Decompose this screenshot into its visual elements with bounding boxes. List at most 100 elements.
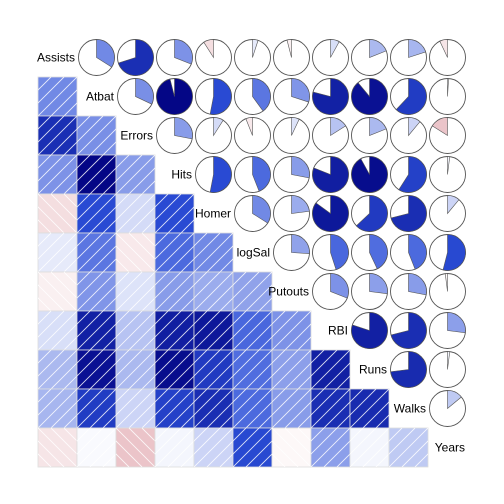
hatch-line xyxy=(102,219,116,233)
hatch-line xyxy=(194,350,221,377)
pie-slice-logsal-years xyxy=(442,234,466,271)
hatch-line xyxy=(116,194,155,233)
label-errors: Errors xyxy=(120,129,153,143)
pie-cell-walks-years xyxy=(429,390,466,427)
shade-cell-putouts-logsal xyxy=(232,271,273,312)
hatch-line xyxy=(389,428,428,467)
shade-cell-putouts-atbat xyxy=(76,271,117,312)
pie-slice-assists-homer xyxy=(203,39,214,59)
hatch-line xyxy=(89,167,116,194)
hatch-line xyxy=(245,362,272,389)
hatch-line xyxy=(102,375,116,389)
hatch-line xyxy=(206,362,233,389)
pie-slice-atbat-logsal xyxy=(252,78,271,112)
pie-slice-putouts-rbi xyxy=(330,273,349,299)
hatch-line xyxy=(38,116,77,155)
hatch-line xyxy=(0,350,12,389)
hatch-line xyxy=(38,77,77,116)
hatch-line xyxy=(194,233,233,272)
pie-cell-hits-years xyxy=(429,156,466,193)
pie-cell-errors-years xyxy=(429,117,466,154)
hatch-line xyxy=(206,401,233,428)
hatch-line xyxy=(194,233,208,247)
shade-cell-logsal-homer xyxy=(193,232,234,273)
pie-cell-atbat-errors xyxy=(117,78,154,115)
hatch-line xyxy=(116,453,130,467)
hatch-line xyxy=(63,272,77,286)
hatch-line xyxy=(89,284,116,311)
hatch-line xyxy=(194,389,208,403)
hatch-line xyxy=(297,428,311,442)
pie-cell-assists-walks xyxy=(390,39,427,76)
diagonal-variable-labels: Assists Atbat Errors Hits Homer logSal Putouts… xyxy=(37,51,465,455)
hatch-line xyxy=(350,389,377,416)
hatch-line xyxy=(350,389,389,428)
pie-slice-runs-walks xyxy=(390,351,427,388)
hatch-line xyxy=(233,350,247,364)
shade-cell-logsal-errors xyxy=(115,232,156,273)
hatch-line xyxy=(77,272,116,311)
pie-slice-putouts-walks xyxy=(408,273,427,296)
hatch-line xyxy=(50,401,77,428)
pie-slice-homer-putouts xyxy=(291,195,310,214)
hatch-line xyxy=(206,284,233,311)
label-putouts: Putouts xyxy=(268,285,309,299)
hatch-line xyxy=(128,284,155,311)
pie-slice-hits-walks xyxy=(398,156,427,193)
hatch-line xyxy=(77,233,104,260)
hatch-line xyxy=(155,428,182,455)
hatch-line xyxy=(311,428,338,455)
hatch-line xyxy=(194,389,233,428)
pie-slice-homer-rbi xyxy=(312,195,349,232)
label-homer: Homer xyxy=(195,207,231,221)
hatch-line xyxy=(0,116,25,155)
hatch-line xyxy=(389,428,403,442)
hatch-line xyxy=(128,167,155,194)
pie-slice-putouts-runs xyxy=(369,273,388,295)
hatch-line xyxy=(272,453,286,467)
hatch-line xyxy=(38,389,77,428)
hatch-line xyxy=(245,440,272,467)
hatch-line xyxy=(63,258,77,272)
hatch-line xyxy=(102,414,116,428)
hatch-line xyxy=(155,233,169,247)
pie-cell-assists-errors xyxy=(117,39,154,76)
hatch-line xyxy=(0,77,12,116)
hatch-line xyxy=(38,311,39,312)
hatch-line xyxy=(38,440,65,467)
pie-slice-errors-logsal xyxy=(245,117,253,136)
hatch-line xyxy=(219,453,233,467)
hatch-line xyxy=(0,428,25,467)
hatch-line xyxy=(50,89,77,116)
hatch-line xyxy=(350,389,364,403)
hatch-line xyxy=(0,116,12,155)
hatch-line xyxy=(155,272,182,299)
pie-slice-logsal-rbi xyxy=(330,234,349,270)
hatch-line xyxy=(272,350,311,389)
hatch-line xyxy=(141,219,155,233)
hatch-line xyxy=(389,428,416,455)
shade-cell-runs-homer xyxy=(193,349,234,390)
hatch-line xyxy=(155,272,169,286)
hatch-line xyxy=(116,389,155,428)
hatch-line xyxy=(116,311,155,350)
pie-cell-homer-walks xyxy=(390,195,427,232)
pie-slice-runs-years xyxy=(447,351,451,370)
shade-cell-walks-homer xyxy=(193,388,234,429)
shade-cell-years-hits xyxy=(154,427,195,468)
hatch-line xyxy=(116,194,143,221)
hatch-line xyxy=(375,453,389,467)
hatch-line xyxy=(284,401,311,428)
shade-cell-rbi-hits xyxy=(154,310,195,351)
hatch-line xyxy=(311,350,325,364)
hatch-line xyxy=(38,311,52,325)
hatch-line xyxy=(245,284,272,311)
hatch-line xyxy=(0,389,25,428)
hatch-line xyxy=(77,116,91,130)
shade-cell-years-errors xyxy=(115,427,156,468)
pie-slice-atbat-runs xyxy=(351,78,388,115)
hatch-line xyxy=(77,272,91,286)
hatch-line xyxy=(0,194,12,233)
hatch-line xyxy=(350,428,377,455)
hatch-line xyxy=(116,389,143,416)
